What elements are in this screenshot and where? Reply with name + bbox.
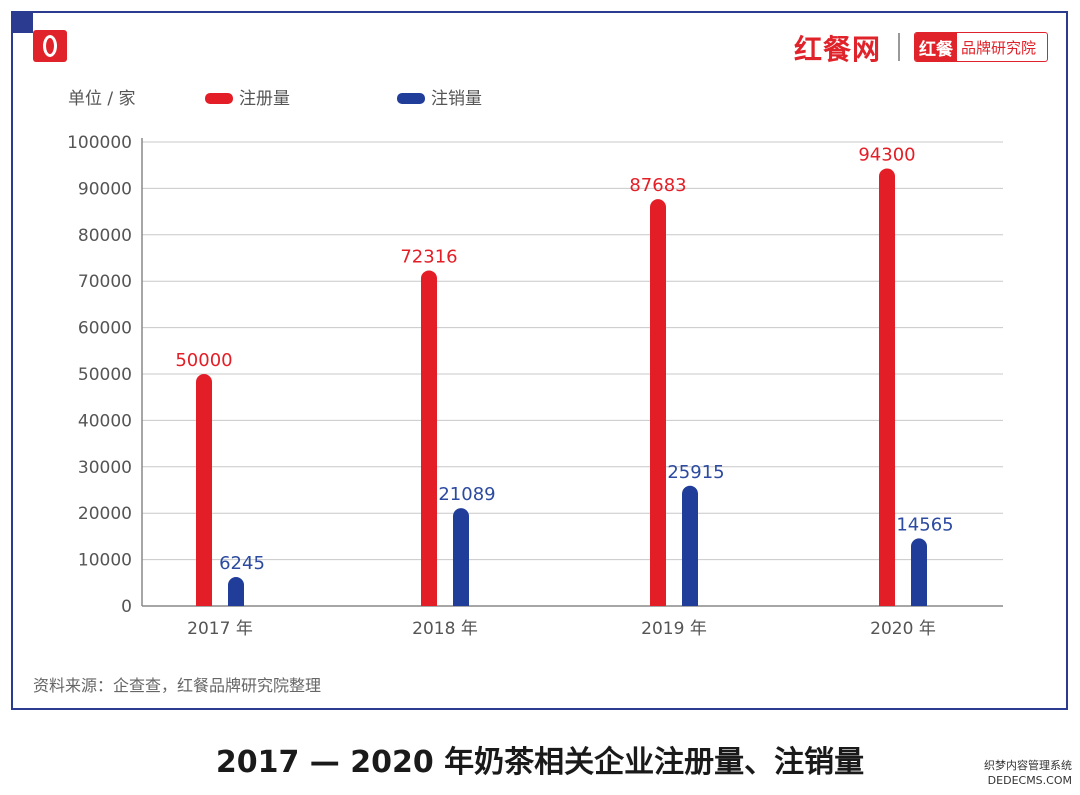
corner-decoration	[11, 11, 33, 33]
y-tick-label: 30000	[78, 458, 132, 478]
x-tick-label: 2018 年	[412, 619, 478, 639]
legend-label-registered: 注册量	[239, 89, 290, 109]
y-tick-label: 50000	[78, 365, 132, 385]
legend-label-cancelled: 注销量	[431, 89, 482, 109]
y-tick-label: 20000	[78, 504, 132, 524]
y-tick-label: 10000	[78, 551, 132, 571]
y-tick-label: 70000	[78, 272, 132, 292]
bar-registered	[879, 168, 895, 606]
data-label-cancelled: 21089	[438, 484, 495, 505]
bar-cancelled	[228, 577, 244, 606]
data-label-cancelled: 14565	[896, 514, 953, 535]
brand-badge: 红餐 品牌研究院	[914, 32, 1048, 62]
x-tick-label: 2019 年	[641, 619, 707, 639]
data-label-registered: 72316	[400, 246, 457, 267]
brand-name: 红餐网	[794, 33, 882, 66]
y-tick-label: 40000	[78, 411, 132, 431]
site-watermark-line1: 织梦内容管理系统	[984, 759, 1072, 772]
y-tick-label: 90000	[78, 179, 132, 199]
bar-registered	[196, 374, 212, 606]
chart-caption: 2017 — 2020 年奶茶相关企业注册量、注销量	[215, 745, 865, 780]
y-tick-label: 100000	[67, 133, 132, 153]
y-tick-label: 60000	[78, 319, 132, 339]
data-label-registered: 50000	[175, 350, 232, 371]
data-label-cancelled: 6245	[219, 553, 265, 574]
brand-divider	[898, 33, 900, 61]
bar-chart: 0 10000 20000 30000 40000 50000 60000 70000 8000…	[67, 133, 1003, 639]
site-watermark-line2: DEDECMS.COM	[987, 774, 1072, 787]
x-tick-label: 2017 年	[187, 619, 253, 639]
legend-swatch-cancelled	[397, 92, 425, 104]
brand-logo-icon	[33, 30, 67, 62]
data-label-registered: 87683	[629, 175, 686, 196]
data-label-cancelled: 25915	[667, 462, 724, 483]
unit-label: 单位 / 家	[68, 89, 136, 109]
x-tick-label: 2020 年	[870, 619, 936, 639]
data-label-registered: 94300	[858, 144, 915, 165]
brand-badge-right: 品牌研究院	[961, 38, 1037, 57]
y-tick-label: 80000	[78, 226, 132, 246]
bar-registered	[650, 199, 666, 606]
bar-registered	[421, 270, 437, 606]
bar-cancelled	[911, 538, 927, 606]
site-watermark: 织梦内容管理系统 DEDECMS.COM	[984, 758, 1072, 788]
bar-cancelled	[453, 508, 469, 606]
legend-swatch-registered	[205, 92, 233, 104]
brand-badge-left: 红餐	[915, 33, 957, 61]
legend-cancelled: 注销量	[397, 84, 482, 109]
bar-cancelled	[682, 485, 698, 606]
legend-registered: 注册量	[205, 84, 290, 109]
source-note: 资料来源：企查查，红餐品牌研究院整理	[33, 676, 322, 695]
y-tick-label: 0	[121, 597, 132, 617]
